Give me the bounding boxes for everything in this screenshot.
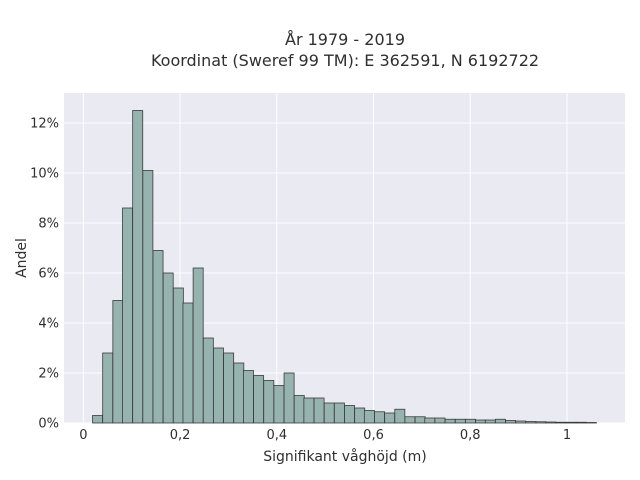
bars-group	[92, 110, 597, 424]
histogram-bar	[545, 421, 557, 424]
x-axis-label: Signifikant våghöjd (m)	[263, 448, 426, 465]
histogram-bar	[323, 402, 335, 424]
x-tick-label: 0	[79, 428, 87, 443]
histogram-bar	[565, 421, 577, 424]
histogram-bar	[202, 337, 214, 424]
histogram-bar	[404, 416, 416, 424]
histogram-bar	[434, 417, 446, 424]
histogram-bar	[585, 422, 597, 424]
x-tick-label: 0,4	[266, 428, 287, 443]
y-tick-label: 4%	[38, 317, 59, 332]
y-tick-label: 6%	[38, 267, 59, 282]
histogram-bar	[132, 110, 144, 424]
histogram-bar	[192, 267, 204, 424]
histogram-bar	[293, 395, 305, 424]
histogram-bar	[162, 272, 174, 424]
histogram-bar	[555, 421, 567, 424]
histogram-bar	[363, 410, 375, 424]
histogram-bar	[303, 397, 315, 424]
y-tick-label: 2%	[38, 367, 59, 382]
histogram-bar	[273, 385, 285, 424]
histogram-bar	[494, 418, 506, 424]
y-tick-label: 12%	[30, 117, 59, 132]
histogram-bar	[263, 380, 275, 424]
histogram-bar	[484, 419, 496, 424]
histogram-bar	[313, 397, 325, 424]
histogram-bar	[112, 300, 124, 424]
y-tick-label: 10%	[30, 167, 59, 182]
chart-subtitle: Koordinat (Sweref 99 TM): E 362591, N 61…	[151, 51, 539, 70]
x-tick-label: 1	[563, 428, 571, 443]
histogram-bar	[515, 420, 527, 424]
histogram-bar	[142, 170, 154, 424]
histogram-bar	[354, 407, 366, 424]
histogram-bar	[465, 418, 476, 424]
histogram-bar	[92, 415, 103, 424]
histogram-bar	[122, 207, 133, 424]
histogram-bar	[243, 370, 254, 424]
histogram-bar	[525, 421, 537, 424]
y-axis-label: Andel	[14, 238, 30, 278]
histogram-bar	[253, 375, 265, 424]
x-tick-label: 0,6	[363, 428, 384, 443]
x-tick-labels: 0 0,2 0,4 0,6 0,8 1	[79, 428, 571, 443]
y-tick-labels: 0% 2% 4% 6% 8% 10% 12%	[30, 117, 59, 432]
histogram-bar	[182, 302, 194, 424]
y-tick-label: 8%	[38, 217, 59, 232]
x-tick-label: 0,8	[460, 428, 481, 443]
histogram-bar	[424, 417, 436, 424]
histogram-bar	[394, 408, 406, 424]
x-tick-label: 0,2	[170, 428, 191, 443]
histogram-bar	[233, 362, 245, 424]
histogram-bar	[283, 372, 295, 424]
histogram-bar	[454, 418, 466, 424]
histogram-bar	[152, 250, 164, 424]
histogram-bar	[213, 347, 224, 424]
histogram-bar	[333, 402, 345, 424]
histogram-bar	[102, 352, 114, 424]
histogram-bar	[575, 421, 587, 424]
histogram-bar	[374, 411, 385, 424]
histogram-bar	[535, 421, 547, 424]
chart-title: År 1979 - 2019	[285, 30, 405, 49]
histogram-bar	[384, 412, 396, 424]
histogram-bar	[223, 352, 235, 424]
histogram-bar	[475, 419, 487, 424]
y-tick-label: 0%	[38, 417, 59, 432]
histogram-bar	[344, 405, 355, 424]
histogram-bar	[414, 416, 426, 424]
histogram-bar	[505, 420, 517, 424]
histogram-bar	[444, 418, 456, 424]
histogram-bar	[172, 287, 184, 424]
